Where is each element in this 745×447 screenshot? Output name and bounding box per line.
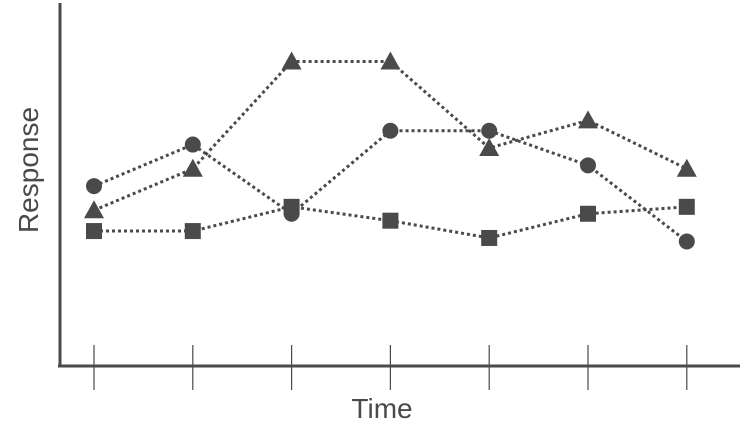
data-point-circle-1 bbox=[86, 178, 102, 195]
data-point-square-5 bbox=[481, 229, 498, 246]
data-point-square-3 bbox=[283, 198, 300, 215]
data-point-square-2 bbox=[184, 223, 201, 240]
y-axis-title: Response bbox=[13, 107, 44, 233]
data-point-triangle-5 bbox=[479, 138, 500, 157]
data-point-square-6 bbox=[580, 205, 596, 222]
data-point-square-7 bbox=[678, 198, 695, 215]
data-point-circle-7 bbox=[678, 233, 695, 250]
data-point-triangle-1 bbox=[84, 200, 104, 219]
x-axis-title: Time bbox=[351, 393, 412, 424]
data-point-circle-4 bbox=[382, 122, 399, 139]
data-point-triangle-4 bbox=[380, 51, 401, 70]
data-point-triangle-7 bbox=[676, 158, 697, 177]
series-markers bbox=[84, 51, 697, 250]
data-point-circle-6 bbox=[580, 157, 596, 174]
data-point-triangle-6 bbox=[578, 110, 598, 129]
data-point-square-1 bbox=[86, 223, 102, 240]
data-point-square-4 bbox=[382, 212, 399, 229]
data-point-circle-5 bbox=[481, 122, 498, 139]
data-point-triangle-3 bbox=[281, 51, 302, 70]
data-point-triangle-2 bbox=[182, 158, 203, 177]
data-point-circle-2 bbox=[184, 136, 201, 153]
